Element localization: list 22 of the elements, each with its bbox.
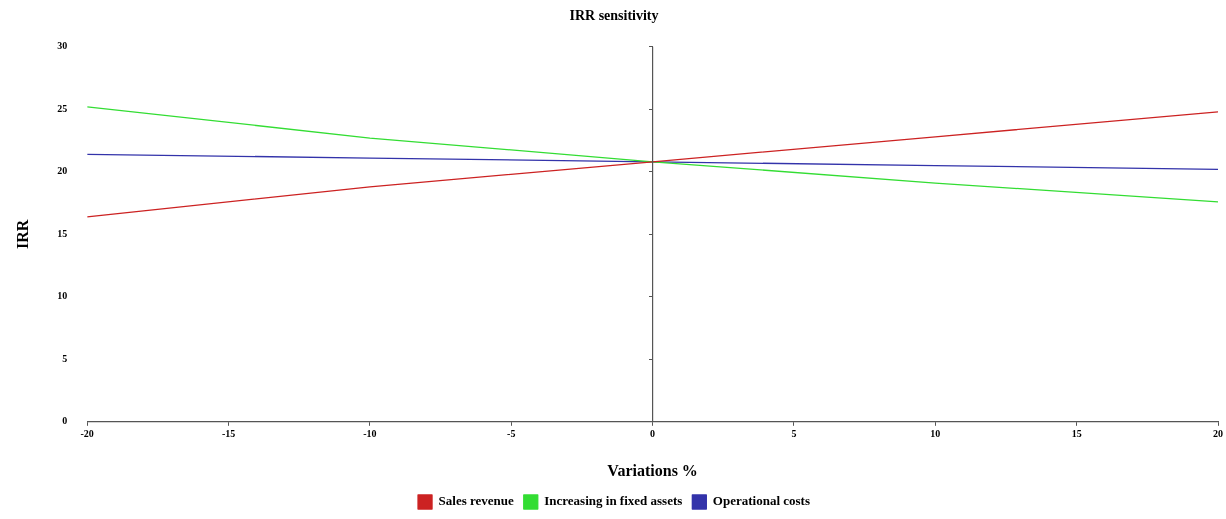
x-tick-label: 20 <box>1213 428 1223 440</box>
y-axis-title: IRR <box>13 219 31 249</box>
legend-label: Operational costs <box>712 493 810 509</box>
chart-title: IRR sensitivity <box>569 8 659 24</box>
y-tick-label: 5 <box>62 352 68 364</box>
y-tick-label: 30 <box>57 40 68 52</box>
y-tick-label: 10 <box>57 290 68 302</box>
legend-label: Increasing in fixed assets <box>544 493 683 509</box>
x-tick-label: 15 <box>1071 428 1082 440</box>
y-tick-label: 15 <box>57 227 68 239</box>
legend-label: Sales revenue <box>438 493 514 509</box>
x-tick-label: 10 <box>930 428 941 440</box>
x-tick-label: -10 <box>363 428 377 440</box>
x-tick-label: 0 <box>650 428 656 440</box>
x-axis-title: Variations % <box>607 461 698 479</box>
y-tick-label: 0 <box>62 415 68 427</box>
x-tick-label: 5 <box>791 428 797 440</box>
x-tick-label: -5 <box>507 428 516 440</box>
x-tick-label: -20 <box>80 428 94 440</box>
y-tick-label: 20 <box>57 165 68 177</box>
y-tick-label: 25 <box>57 102 68 114</box>
x-tick-label: -15 <box>221 428 236 440</box>
